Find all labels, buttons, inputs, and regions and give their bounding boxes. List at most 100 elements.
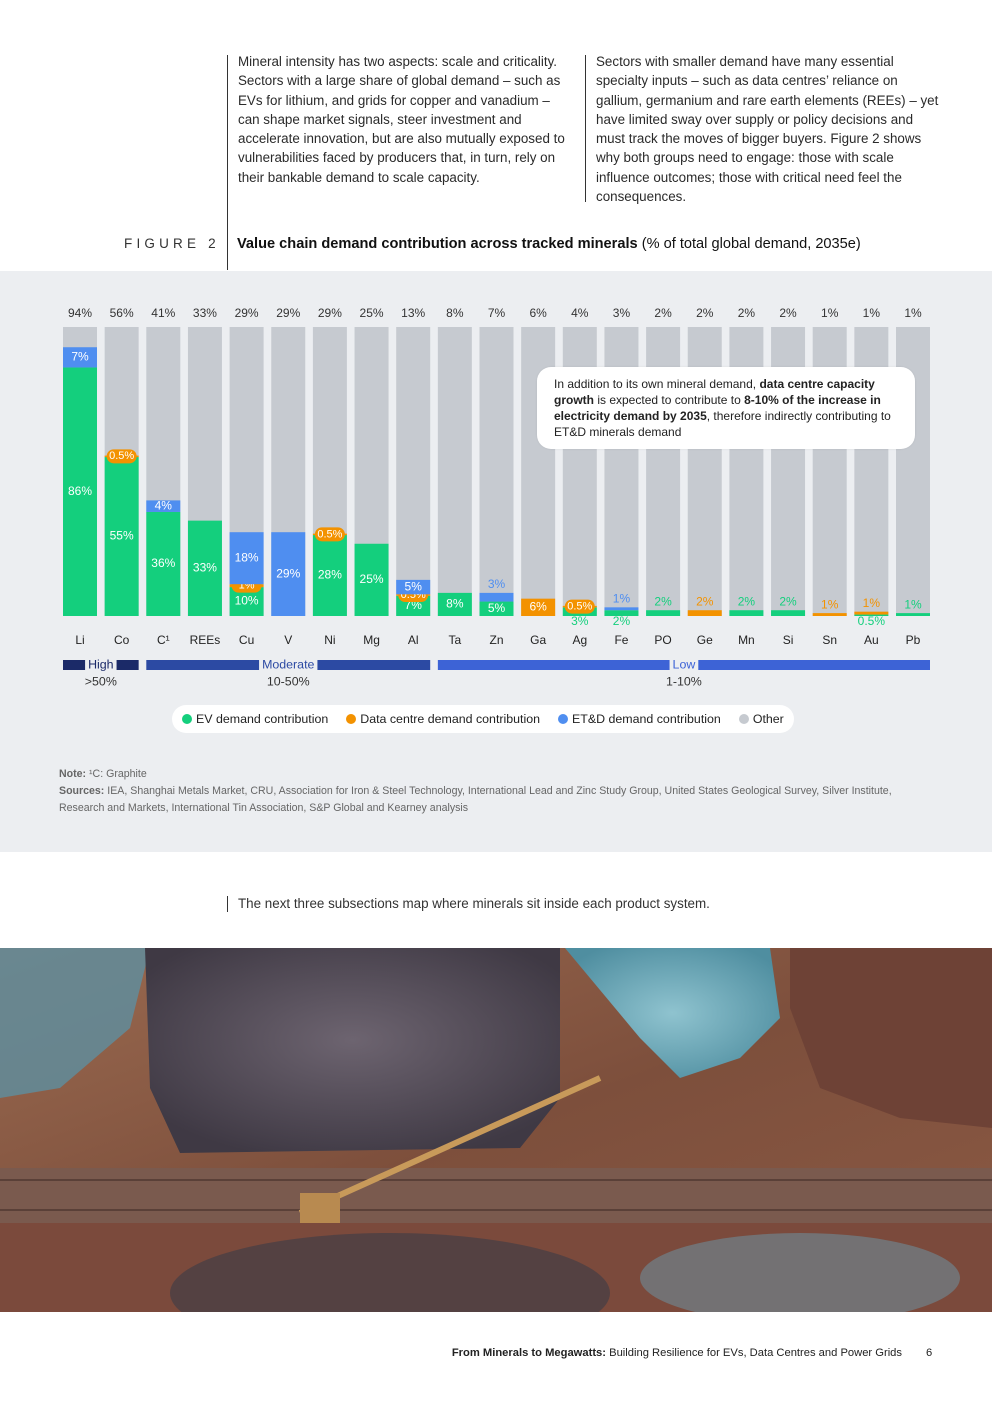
- annotation-text: In addition to its own mineral demand,: [554, 377, 760, 391]
- total-label: 6%: [529, 306, 547, 320]
- annotation-box: [537, 367, 915, 449]
- legend-swatch: [182, 714, 192, 724]
- value-label: 2%: [696, 594, 714, 608]
- total-label: 3%: [613, 306, 631, 320]
- x-tick-label: Co: [114, 633, 130, 647]
- rule: [227, 896, 228, 912]
- value-label: 5%: [488, 601, 506, 615]
- figure-title-bold: Value chain demand contribution across t…: [237, 236, 638, 252]
- legend-label: EV demand contribution: [196, 712, 329, 726]
- bar-segment: [354, 543, 389, 616]
- group-label: Moderate: [262, 657, 314, 671]
- x-tick-label: Ni: [324, 633, 335, 647]
- value-label: 1%: [613, 592, 631, 606]
- total-label: 1%: [821, 306, 839, 320]
- caption: The next three subsections map where min…: [238, 896, 710, 911]
- value-label: 7%: [71, 350, 89, 364]
- legend-swatch: [558, 714, 569, 724]
- value-pill: [314, 527, 345, 542]
- total-label: 13%: [401, 306, 425, 320]
- bar-segment: [604, 610, 639, 616]
- paragraph: Mineral intensity has two aspects: scale…: [238, 54, 565, 185]
- legend-label: Data centre demand contribution: [360, 712, 541, 726]
- value-label: 4%: [155, 498, 173, 512]
- group-bar: [698, 660, 930, 670]
- bar-segment: [187, 520, 222, 616]
- group-bar: [317, 660, 431, 670]
- x-tick-label: V: [284, 633, 292, 647]
- other-bar: [479, 327, 514, 616]
- group-range: 10-50%: [267, 674, 310, 688]
- x-tick-label: Si: [783, 633, 794, 647]
- annotation-text: , therefore indirectly contributing to E…: [554, 409, 891, 439]
- value-label: 18%: [235, 550, 259, 564]
- group-bar: [146, 660, 260, 670]
- x-tick-label: Ge: [697, 633, 713, 647]
- value-label: 0.5%: [317, 528, 342, 540]
- note-text: ¹C: Graphite: [89, 768, 147, 780]
- total-label: 94%: [68, 306, 92, 320]
- annotation: In addition to its own mineral demand, d…: [554, 376, 894, 440]
- rule: [585, 55, 586, 202]
- group-bar: [116, 660, 139, 670]
- total-label: 8%: [446, 306, 464, 320]
- annotation-text: is expected to contribute to: [594, 393, 745, 407]
- legend-swatch: [346, 714, 357, 724]
- value-label: 36%: [151, 556, 175, 570]
- bar-segment: [854, 614, 889, 616]
- bar-segment: [479, 592, 514, 602]
- page-number: 6: [926, 1347, 933, 1359]
- total-label: 29%: [276, 306, 300, 320]
- value-label: 3%: [571, 614, 589, 628]
- total-label: 1%: [904, 306, 922, 320]
- paragraph: Sectors with smaller demand have many es…: [596, 54, 939, 205]
- total-label: 2%: [738, 306, 756, 320]
- note: Note: ¹C: Graphite: [59, 766, 939, 783]
- legend-label: Other: [752, 712, 784, 726]
- x-tick-label: Mn: [738, 633, 755, 647]
- value-label: 1%: [904, 597, 922, 611]
- other-bar: [396, 327, 431, 616]
- value-label: 55%: [110, 529, 134, 543]
- x-tick-label: REEs: [190, 633, 221, 647]
- value-label: 1%: [821, 597, 839, 611]
- footer-bold: From Minerals to Megawatts:: [451, 1347, 607, 1359]
- group-bar: [63, 660, 86, 670]
- figure-title-rest: (% of total global demand, 2035e): [637, 236, 861, 252]
- annotation-bold: data centre capacity growth: [554, 377, 875, 407]
- bar-segment: [104, 457, 139, 616]
- note-label: Note:: [59, 768, 87, 780]
- x-tick-label: Ag: [572, 633, 587, 647]
- bar-segment: [146, 500, 181, 512]
- value-label: 33%: [193, 560, 217, 574]
- photo: [0, 948, 992, 1312]
- bar-segment: [521, 598, 556, 616]
- bar-segment: [229, 532, 264, 585]
- value-label: 0.5%: [567, 601, 592, 613]
- bar-segment: [729, 610, 764, 616]
- x-tick-label: Zn: [489, 633, 503, 647]
- legend-swatch: [738, 714, 749, 724]
- total-label: 2%: [696, 306, 714, 320]
- bar-segment: [396, 579, 431, 595]
- x-tick-label: Ga: [530, 633, 546, 647]
- x-tick-label: C¹: [157, 633, 170, 647]
- group-label: High: [88, 657, 114, 671]
- x-tick-label: PO: [654, 633, 671, 647]
- bar-segment: [604, 607, 639, 611]
- total-label: 25%: [360, 306, 384, 320]
- total-label: 56%: [110, 306, 134, 320]
- x-tick-label: Pb: [906, 633, 921, 647]
- total-label: 4%: [571, 306, 589, 320]
- x-tick-label: Ta: [449, 633, 462, 647]
- bar-segment: [646, 610, 681, 616]
- bar-segment: [896, 613, 930, 616]
- bar-segment: [63, 347, 97, 368]
- legend-item: ET&D demand contribution: [558, 712, 721, 726]
- legend-label: ET&D demand contribution: [572, 712, 721, 726]
- total-label: 41%: [151, 306, 175, 320]
- value-label: 2%: [613, 614, 631, 628]
- bar-segment: [687, 610, 722, 616]
- figure-label: FIGURE 2: [124, 236, 220, 251]
